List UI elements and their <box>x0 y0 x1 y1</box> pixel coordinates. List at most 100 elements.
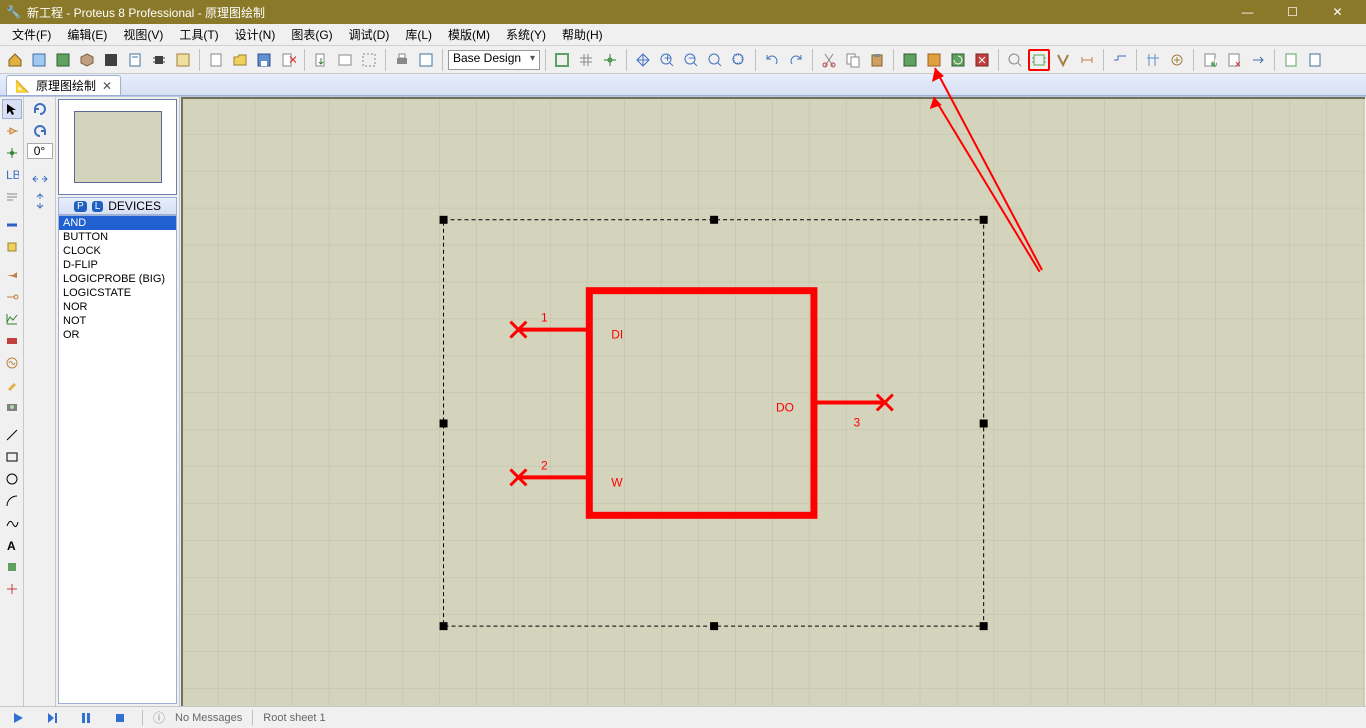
menu-help[interactable]: 帮助(H) <box>554 24 611 45</box>
print-area-icon[interactable] <box>415 49 437 71</box>
area-icon[interactable] <box>358 49 380 71</box>
cut-icon[interactable] <box>818 49 840 71</box>
device-item-button[interactable]: BUTTON <box>59 230 176 244</box>
close-button[interactable]: ✕ <box>1315 0 1360 24</box>
bom-icon[interactable] <box>124 49 146 71</box>
graph-mode-icon[interactable] <box>2 309 22 329</box>
circle-2d-icon[interactable] <box>2 469 22 489</box>
save-icon[interactable] <box>253 49 275 71</box>
step-button[interactable] <box>40 709 64 727</box>
import-icon[interactable] <box>310 49 332 71</box>
zoom-in-icon[interactable]: + <box>656 49 678 71</box>
device-item-or[interactable]: OR <box>59 328 176 342</box>
bom-report-icon[interactable] <box>1280 49 1302 71</box>
p-badge[interactable]: P <box>74 201 87 212</box>
goto-sheet-icon[interactable] <box>1247 49 1269 71</box>
maximize-button[interactable]: ☐ <box>1270 0 1315 24</box>
symbol-2d-icon[interactable] <box>2 557 22 577</box>
open-icon[interactable] <box>229 49 251 71</box>
decompose-icon[interactable] <box>1076 49 1098 71</box>
device-item-nor[interactable]: NOR <box>59 300 176 314</box>
pick-icon[interactable] <box>1004 49 1026 71</box>
gerber-icon[interactable] <box>100 49 122 71</box>
menu-system[interactable]: 系统(Y) <box>498 24 554 45</box>
chip-icon[interactable] <box>148 49 170 71</box>
code-icon[interactable] <box>172 49 194 71</box>
probe-mode-icon[interactable] <box>2 375 22 395</box>
new-icon[interactable] <box>205 49 227 71</box>
undo-icon[interactable] <box>761 49 783 71</box>
menu-view[interactable]: 视图(V) <box>115 24 171 45</box>
mirror-h-icon[interactable] <box>27 169 53 189</box>
block-rotate-icon[interactable] <box>947 49 969 71</box>
subcircuit-mode-icon[interactable] <box>2 237 22 257</box>
close-tab-icon[interactable]: ✕ <box>102 79 112 93</box>
menu-file[interactable]: 文件(F) <box>4 24 59 45</box>
pcb-icon[interactable] <box>52 49 74 71</box>
packaging-icon[interactable] <box>1052 49 1074 71</box>
wire-autoroute-icon[interactable] <box>1109 49 1131 71</box>
zoom-all-icon[interactable] <box>704 49 726 71</box>
selection-mode-icon[interactable] <box>2 99 22 119</box>
block-delete-icon[interactable] <box>971 49 993 71</box>
menu-library[interactable]: 库(L) <box>397 24 440 45</box>
menu-tools[interactable]: 工具(T) <box>171 24 226 45</box>
menu-edit[interactable]: 编辑(E) <box>59 24 115 45</box>
label-mode-icon[interactable]: LBL <box>2 165 22 185</box>
text-script-icon[interactable] <box>2 187 22 207</box>
new-sheet-icon[interactable]: + <box>1199 49 1221 71</box>
pin-mode-icon[interactable] <box>2 287 22 307</box>
terminal-mode-icon[interactable] <box>2 265 22 285</box>
device-item-logicprobe[interactable]: LOGICPROBE (BIG) <box>59 272 176 286</box>
stop-button[interactable] <box>108 709 132 727</box>
close-file-icon[interactable]: ✕ <box>277 49 299 71</box>
bus-mode-icon[interactable] <box>2 215 22 235</box>
play-button[interactable] <box>6 709 30 727</box>
remove-sheet-icon[interactable] <box>1223 49 1245 71</box>
pause-button[interactable] <box>74 709 98 727</box>
zoom-out-icon[interactable]: − <box>680 49 702 71</box>
device-item-dflip[interactable]: D-FLIP <box>59 258 176 272</box>
devices-list[interactable]: AND BUTTON CLOCK D-FLIP LOGICPROBE (BIG)… <box>58 215 177 704</box>
instrument-mode-icon[interactable] <box>2 397 22 417</box>
make-device-icon[interactable] <box>1028 49 1050 71</box>
block-copy-icon[interactable] <box>899 49 921 71</box>
3d-icon[interactable] <box>76 49 98 71</box>
redraw-icon[interactable] <box>551 49 573 71</box>
device-item-logicstate[interactable]: LOGICSTATE <box>59 286 176 300</box>
menu-design[interactable]: 设计(N) <box>227 24 284 45</box>
menu-graph[interactable]: 图表(G) <box>283 24 340 45</box>
origin-icon[interactable] <box>599 49 621 71</box>
copy-icon[interactable] <box>842 49 864 71</box>
grid-icon[interactable] <box>575 49 597 71</box>
preview-window[interactable] <box>58 99 177 195</box>
minimize-button[interactable]: — <box>1225 0 1270 24</box>
schematic-icon[interactable] <box>28 49 50 71</box>
line-2d-icon[interactable] <box>2 425 22 445</box>
block-move-icon[interactable] <box>923 49 945 71</box>
schematic-canvas[interactable]: 1 DI 2 W 3 DO <box>180 97 1366 706</box>
search-icon[interactable] <box>1142 49 1164 71</box>
erc-icon[interactable] <box>1304 49 1326 71</box>
l-badge[interactable]: L <box>92 201 104 212</box>
pan-icon[interactable] <box>632 49 654 71</box>
device-item-clock[interactable]: CLOCK <box>59 244 176 258</box>
arc-2d-icon[interactable] <box>2 491 22 511</box>
messages-status[interactable]: No Messages <box>175 712 242 724</box>
junction-mode-icon[interactable] <box>2 143 22 163</box>
marker-2d-icon[interactable] <box>2 579 22 599</box>
home-icon[interactable] <box>4 49 26 71</box>
device-item-not[interactable]: NOT <box>59 314 176 328</box>
design-select[interactable]: Base Design <box>448 50 540 70</box>
device-item-and[interactable]: AND <box>59 216 176 230</box>
sheet-icon[interactable] <box>334 49 356 71</box>
generator-mode-icon[interactable] <box>2 353 22 373</box>
menu-template[interactable]: 模版(M) <box>440 24 498 45</box>
property-icon[interactable] <box>1166 49 1188 71</box>
redo-icon[interactable] <box>785 49 807 71</box>
rotate-cw-icon[interactable] <box>27 99 53 119</box>
path-2d-icon[interactable] <box>2 513 22 533</box>
text-2d-icon[interactable]: A <box>2 535 22 555</box>
schematic-tab[interactable]: 📐 原理图绘制 ✕ <box>6 75 121 95</box>
print-icon[interactable] <box>391 49 413 71</box>
